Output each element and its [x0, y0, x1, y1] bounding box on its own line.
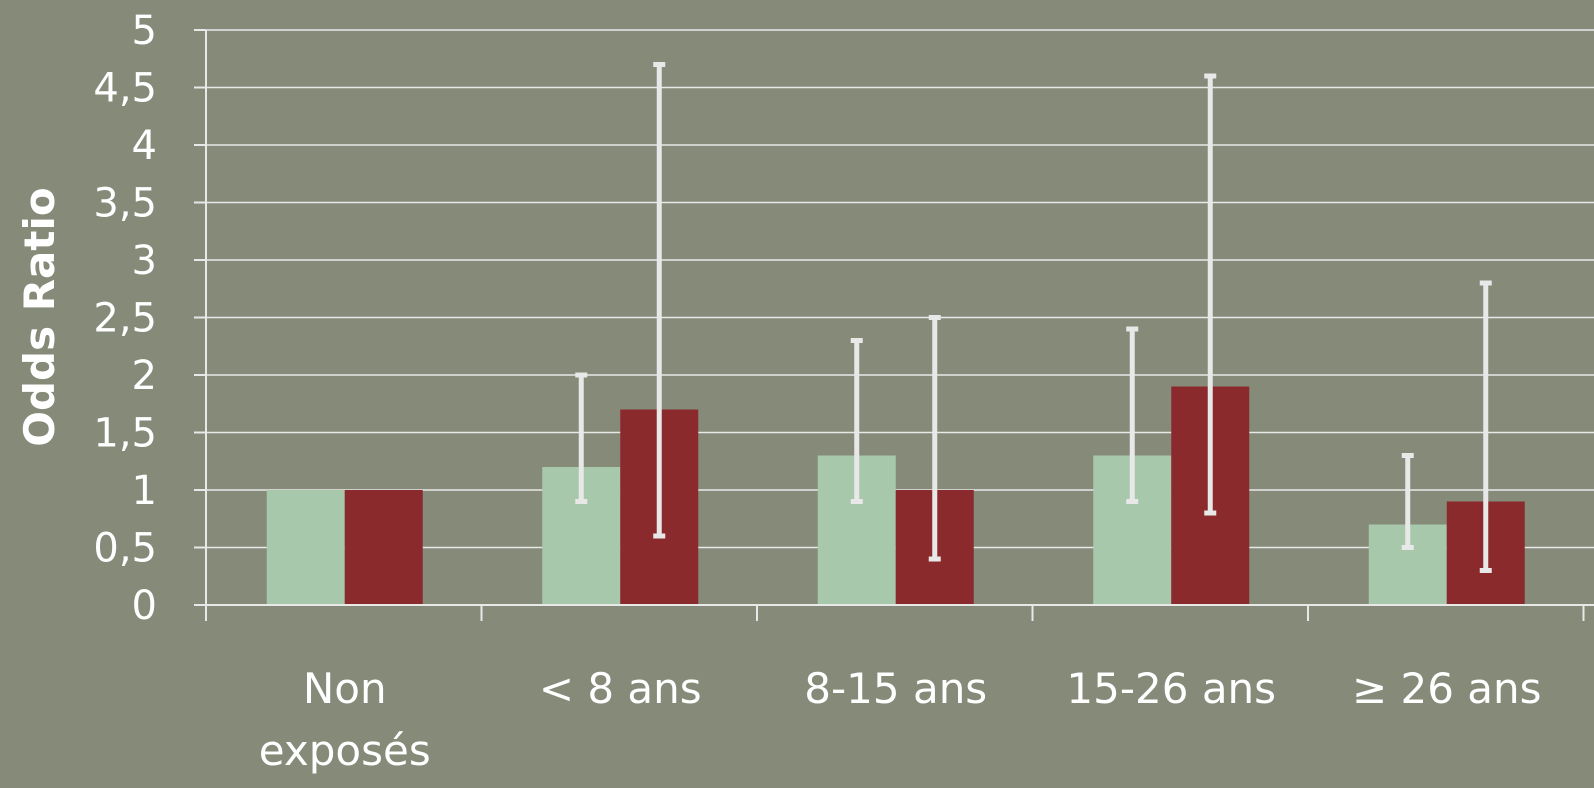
y-tick-label: 0,5 [93, 526, 157, 572]
bar [344, 490, 423, 605]
error-bars-layer [575, 62, 1492, 573]
y-tick-label: 3,5 [93, 181, 157, 227]
y-tick-label: 1 [132, 468, 157, 514]
y-tick-label: 0 [132, 583, 157, 629]
bar [266, 490, 345, 605]
y-tick-label: 4 [132, 123, 157, 169]
y-tick-label: 2 [132, 353, 157, 399]
text-layer: 0 0,5 1 1,5 2 2,5 3 3,5 4 4,5 5 Non exposés < 8 ans 8-… [15, 8, 1542, 775]
x-category-label: Non [303, 664, 387, 713]
x-category-label: ≥ 26 ans [1352, 664, 1542, 713]
y-tick-label: 2,5 [93, 296, 157, 342]
bars-layer [266, 386, 1525, 605]
x-category-label: 8-15 ans [804, 664, 987, 713]
y-tick-label: 4,5 [93, 66, 157, 112]
grid-layer [206, 29, 1594, 549]
x-category-label: 15-26 ans [1066, 664, 1276, 713]
axis-layer [194, 29, 1594, 621]
y-tick-label: 5 [132, 8, 157, 54]
y-tick-label: 1,5 [93, 411, 157, 457]
y-axis-title: Odds Ratio [15, 187, 64, 446]
x-category-label: < 8 ans [539, 664, 702, 713]
x-category-label: exposés [259, 726, 431, 775]
y-tick-label: 3 [132, 238, 157, 284]
